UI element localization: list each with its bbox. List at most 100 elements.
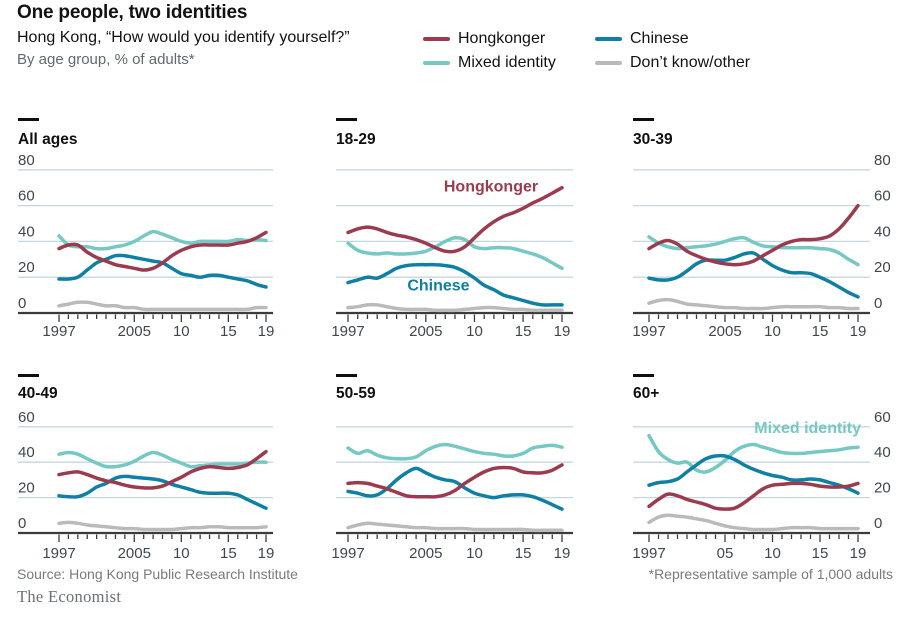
x-tick-label: 15 xyxy=(515,545,532,562)
x-tick-label: 05 xyxy=(717,545,734,562)
panel-title-dash xyxy=(18,118,39,121)
panel-title-dash xyxy=(633,118,654,121)
line-chinese xyxy=(57,253,268,289)
panel-title: 30-39 xyxy=(633,131,673,148)
x-tick-label: 19 xyxy=(850,323,867,340)
line-chinese xyxy=(647,453,860,495)
x-tick-label: 19 xyxy=(554,545,571,562)
y-axis-label: 40 xyxy=(874,223,891,240)
panel-40-49: 40-49 0 20 40 60 1997 2005 10 15 19 xyxy=(18,374,274,562)
panel-18-29: 18-29 1997 2005 10 15 19 Hongkonger Chinese xyxy=(331,118,573,340)
panel-title-dash xyxy=(336,118,357,121)
line-don-t-know-other xyxy=(647,513,860,532)
x-tick-label: 10 xyxy=(466,545,483,562)
line-hongkonger xyxy=(346,463,564,499)
y-axis-label: 40 xyxy=(18,223,35,240)
y-axis-label: 20 xyxy=(18,480,35,497)
header: One people, two identities Hong Kong, “H… xyxy=(17,0,350,70)
legend-swatch-mixed-identity xyxy=(423,61,450,65)
x-tick-label: 1997 xyxy=(42,323,75,340)
panel-30-39: 30-39 0 20 40 60 80 1997 2005 10 15 19 xyxy=(632,118,891,340)
line-don-t-know-other xyxy=(57,300,268,312)
x-tick-label: 15 xyxy=(220,323,237,340)
line-mixed-identity xyxy=(647,433,860,474)
legend-item-chinese: Chinese xyxy=(595,30,750,48)
line-chinese xyxy=(346,466,564,511)
y-axis-label: 60 xyxy=(874,188,891,205)
y-axis-label: 0 xyxy=(874,515,882,532)
line-mixed-identity xyxy=(346,442,564,461)
line-hongkonger xyxy=(647,203,860,267)
line-mixed-identity xyxy=(57,229,268,251)
legend: Hongkonger Mixed identity Chinese Don’t … xyxy=(423,27,750,75)
annotation-hongkonger: Hongkonger xyxy=(444,178,538,195)
line-chinese xyxy=(346,262,564,307)
x-tick-label: 1997 xyxy=(632,545,665,562)
legend-swatch-dont-know xyxy=(595,61,622,65)
line-don-t-know-other xyxy=(57,520,268,532)
x-tick-label: 15 xyxy=(515,323,532,340)
source-note: Source: Hong Kong Public Research Instit… xyxy=(17,566,298,582)
x-tick-label: 15 xyxy=(812,323,829,340)
y-axis-label: 60 xyxy=(18,409,35,426)
y-axis-label: 0 xyxy=(18,295,26,312)
x-tick-label: 1997 xyxy=(42,545,75,562)
x-tick-label: 2005 xyxy=(118,545,151,562)
x-tick-label: 15 xyxy=(220,545,237,562)
legend-swatch-hongkonger xyxy=(423,37,450,41)
legend-label-chinese: Chinese xyxy=(630,30,689,47)
y-axis-label: 40 xyxy=(874,444,891,461)
sample-footnote: *Representative sample of 1,000 adults xyxy=(648,566,893,582)
line-hongkonger xyxy=(57,449,268,490)
annotation-mixed-identity: Mixed identity xyxy=(754,420,861,437)
x-tick-label: 2005 xyxy=(708,323,741,340)
annotation-chinese: Chinese xyxy=(407,278,469,295)
panel-50-59: 50-59 1997 2005 10 15 19 xyxy=(331,374,573,562)
x-tick-label: 19 xyxy=(258,323,275,340)
x-tick-label: 1997 xyxy=(331,323,364,340)
line-mixed-identity xyxy=(346,235,564,271)
legend-item-mixed-identity: Mixed identity xyxy=(423,54,595,72)
panel-title-dash xyxy=(336,374,357,377)
line-hongkonger xyxy=(346,185,564,254)
x-tick-label: 1997 xyxy=(331,545,364,562)
x-tick-label: 15 xyxy=(812,545,829,562)
line-mixed-identity xyxy=(57,450,268,469)
x-tick-label: 10 xyxy=(764,323,781,340)
x-tick-label: 19 xyxy=(850,545,867,562)
y-axis-label: 80 xyxy=(874,152,891,169)
y-axis-label: 20 xyxy=(874,480,891,497)
x-tick-label: 10 xyxy=(173,545,190,562)
line-don-t-know-other xyxy=(346,302,564,313)
economist-brand: The Economist xyxy=(17,587,122,606)
x-tick-label: 10 xyxy=(173,323,190,340)
legend-label-dont-know: Don’t know/other xyxy=(630,54,751,71)
y-axis-label: 80 xyxy=(18,152,35,169)
y-axis-label: 40 xyxy=(18,444,35,461)
legend-label-hongkonger: Hongkonger xyxy=(458,30,546,47)
legend-swatch-chinese xyxy=(595,37,622,41)
y-axis-label: 20 xyxy=(18,259,35,276)
y-axis-label: 0 xyxy=(874,295,882,312)
panel-title-dash xyxy=(18,374,39,377)
y-axis-label: 20 xyxy=(874,259,891,276)
x-tick-label: 10 xyxy=(764,545,781,562)
line-don-t-know-other xyxy=(647,297,860,311)
chart-unit-note: By age group, % of adults* xyxy=(17,51,195,68)
legend-item-dont-know: Don’t know/other xyxy=(595,54,750,72)
x-tick-label: 19 xyxy=(554,323,571,340)
line-hongkonger xyxy=(647,481,860,511)
panel-title: All ages xyxy=(18,131,77,148)
line-don-t-know-other xyxy=(346,521,564,533)
panel-60: 60+ 0 20 40 60 1997 05 10 15 19 Mixed identity xyxy=(632,374,891,562)
x-tick-label: 2005 xyxy=(409,545,442,562)
panel-title: 50-59 xyxy=(336,385,376,402)
line-hongkonger xyxy=(57,230,268,272)
legend-item-hongkonger: Hongkonger xyxy=(423,30,595,48)
legend-label-mixed-identity: Mixed identity xyxy=(458,54,556,71)
x-tick-label: 19 xyxy=(258,545,275,562)
y-axis-label: 60 xyxy=(18,188,35,205)
x-tick-label: 2005 xyxy=(409,323,442,340)
